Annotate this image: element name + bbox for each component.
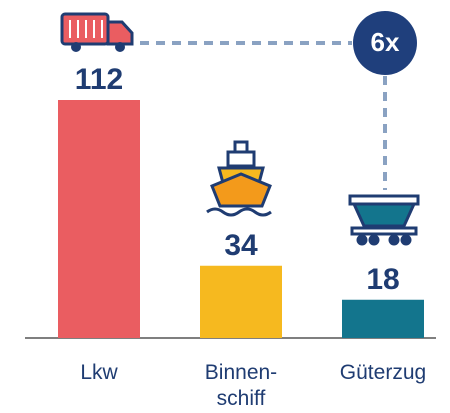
value-label: 112 [75,63,123,96]
annotation-badge [353,11,417,75]
ship-icon [206,140,272,217]
bar [342,299,424,338]
truck-icon [60,12,134,52]
connector [140,41,387,190]
category-label: Lkw [80,361,118,384]
value-label: 18 [366,263,399,296]
category-label: Güterzug [340,361,426,384]
value-label: 34 [224,229,258,262]
wagon-icon [348,194,420,246]
bar [58,100,140,338]
annotation: 6x [371,27,400,57]
bar [200,265,282,338]
category-label: Binnen-schiff [205,361,277,410]
